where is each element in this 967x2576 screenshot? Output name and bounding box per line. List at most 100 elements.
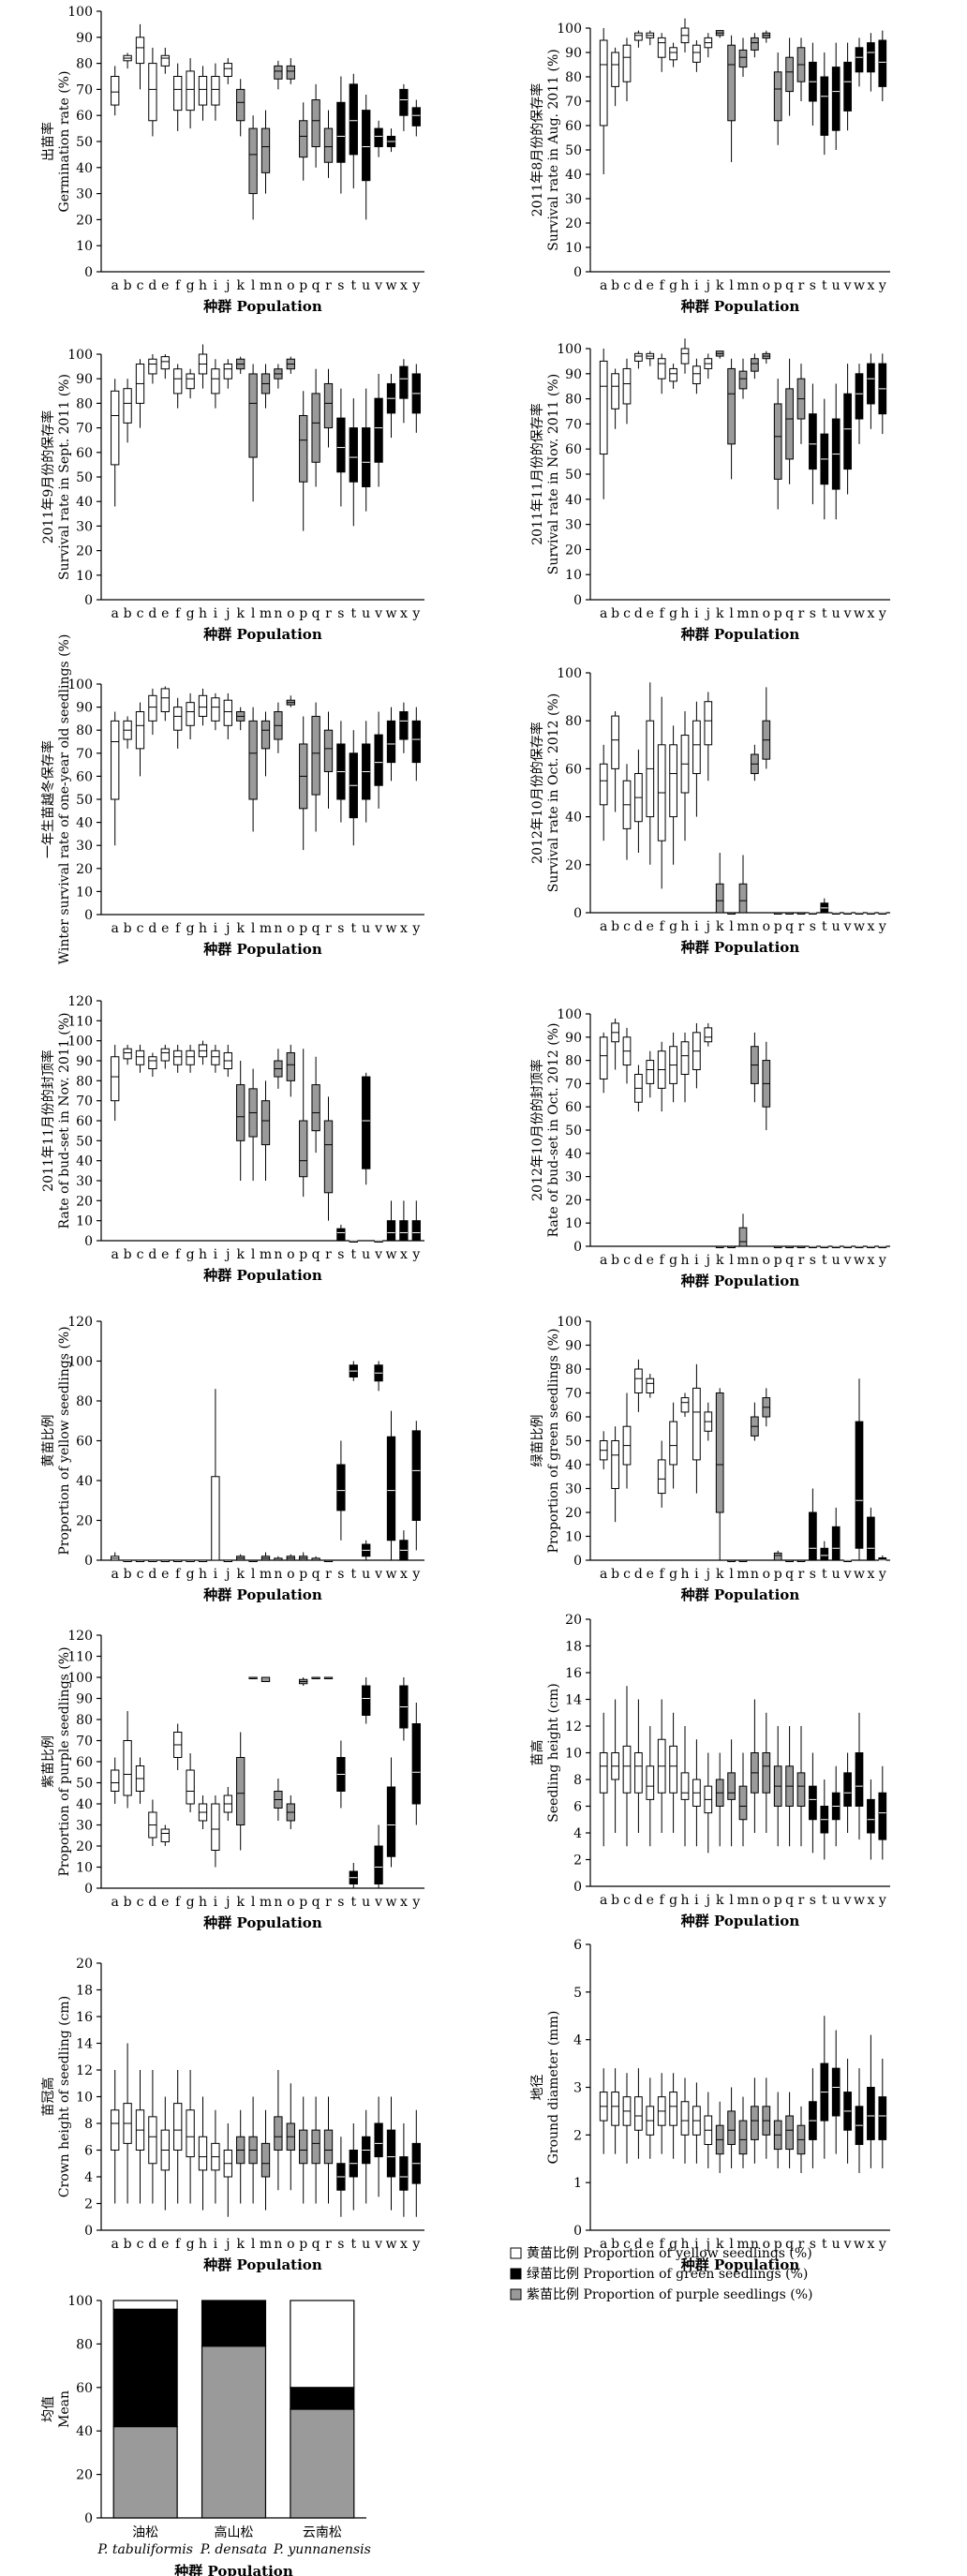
x-tick-label: s xyxy=(337,1567,344,1582)
box-d xyxy=(634,749,643,853)
box-x xyxy=(867,1507,875,1561)
x-tick-label: e xyxy=(647,1253,654,1268)
x-tick-label: l xyxy=(251,278,256,293)
x-tick-label: k xyxy=(236,1247,245,1262)
box-iqr xyxy=(669,47,677,61)
y-axis-label-cn: 地径 xyxy=(530,2075,545,2101)
y-tick-label: 80 xyxy=(565,1362,582,1377)
box-d xyxy=(148,1799,157,1846)
y-tick-label: 0 xyxy=(84,908,93,923)
x-tick-label: r xyxy=(325,1895,332,1910)
box-r xyxy=(796,37,806,101)
x-tick-label: q xyxy=(312,2237,320,2252)
x-tick-label: e xyxy=(647,606,654,621)
box-y xyxy=(878,353,887,435)
x-tick-label: k xyxy=(716,1893,724,1908)
x-tick-label: u xyxy=(832,606,841,621)
x-tick-label: o xyxy=(763,606,770,621)
box-q xyxy=(311,702,320,832)
x-tick-label: o xyxy=(287,278,294,293)
x-tick-label: k xyxy=(716,2237,724,2252)
chart-panel-3: 0 10 20 30 40 50 60 70 80 90 100 2011年9月份的保存率Surviv… xyxy=(40,344,424,643)
y-tick-label: 100 xyxy=(67,678,93,692)
y-tick-label: 20 xyxy=(565,858,582,873)
x-tick-label: i xyxy=(694,2237,699,2252)
box-b xyxy=(123,1559,132,1562)
box-iqr xyxy=(362,110,371,182)
x-tick-label: y xyxy=(878,2237,886,2252)
x-tick-label: y xyxy=(878,1253,886,1268)
bar-segment xyxy=(112,2308,178,2428)
box-y xyxy=(878,30,887,101)
x-tick-label: e xyxy=(161,1895,169,1910)
y-axis-label: 2011年11月份的封顶率Rate of bud-set in Nov. 201… xyxy=(40,1013,72,1229)
x-tick-label: m xyxy=(736,1253,749,1268)
y-axis-label: 2012年10月份的封顶率Rate of bud-set in Oct. 201… xyxy=(529,1023,561,1238)
x-tick-label: c xyxy=(623,278,631,293)
y-axis-label-en: Mean xyxy=(57,2390,72,2428)
bar-segment xyxy=(290,2387,355,2410)
y-tick-label: 5 xyxy=(573,1986,582,2001)
box-n xyxy=(751,33,759,58)
x-tick-label: x xyxy=(867,1567,874,1582)
x-tick-label: l xyxy=(251,1247,256,1262)
x-tick-label: f xyxy=(175,2237,182,2252)
x-tick-label: r xyxy=(798,278,805,293)
y-tick-label: 30 xyxy=(565,1170,582,1185)
y-tick-label: 50 xyxy=(565,1435,582,1450)
x-axis-label: 种群 Population xyxy=(680,298,800,315)
y-axis-label-cn: 2011年9月份的保存率 xyxy=(40,410,56,544)
x-tick-label: u xyxy=(832,919,841,934)
box-g xyxy=(669,1712,677,1833)
x-tick-label: m xyxy=(260,1567,272,1582)
y-tick-label: 40 xyxy=(76,495,93,510)
box-y xyxy=(878,1765,887,1860)
x-tick-label: h xyxy=(199,1567,207,1582)
box-i xyxy=(211,63,220,121)
box-iqr xyxy=(831,2067,841,2117)
box-t xyxy=(820,52,829,156)
box-iqr xyxy=(738,49,748,68)
x-tick-label: i xyxy=(214,921,218,936)
x-tick-label: b xyxy=(124,2237,132,2252)
box-t xyxy=(820,2016,829,2159)
box-iqr xyxy=(111,1769,120,1792)
x-tick-label: m xyxy=(260,606,272,621)
x-tick-label: y xyxy=(878,1893,886,1908)
x-tick-label: d xyxy=(148,278,156,293)
box-y xyxy=(411,1200,421,1242)
box-t xyxy=(349,1863,358,1888)
y-tick-label: 60 xyxy=(565,442,582,457)
x-tick-label: x xyxy=(400,606,408,621)
x-tick-label: f xyxy=(660,919,666,934)
box-iqr xyxy=(173,1050,183,1065)
chart-panel-8: 01020304050607080901002012年10月份的封顶率Rate … xyxy=(529,1007,890,1289)
box-m xyxy=(260,1552,271,1561)
box-iqr xyxy=(223,63,232,77)
box-iqr xyxy=(260,1676,271,1682)
y-tick-label: 0 xyxy=(573,2224,582,2239)
box-s xyxy=(809,383,817,505)
x-tick-label: t xyxy=(822,1893,827,1908)
box-s xyxy=(809,42,817,126)
x-tick-label: f xyxy=(660,1567,666,1582)
y-tick-label: 20 xyxy=(565,543,582,558)
y-tick-label: 14 xyxy=(76,2037,93,2052)
box-h xyxy=(680,1726,690,1847)
box-iqr xyxy=(260,127,271,173)
box-v xyxy=(374,120,383,157)
box-t xyxy=(349,2123,358,2211)
y-tick-label: 100 xyxy=(67,5,93,20)
x-tick-label: v xyxy=(374,1247,382,1262)
box-o xyxy=(286,1554,295,1561)
x-tick-label: t xyxy=(350,2237,356,2252)
box-t xyxy=(820,898,829,914)
box-iqr xyxy=(599,39,608,127)
x-tick-label: p xyxy=(299,2237,307,2252)
x-tick-label-cn: 油松 xyxy=(132,2525,158,2540)
x-tick-label: e xyxy=(647,2237,654,2252)
y-tick-label: 20 xyxy=(76,1957,93,1972)
box-k xyxy=(715,1245,724,1248)
chart-panel-13: 0 2 4 6 8 10 12 14 16 18 20 苗冠高Crown height of seed… xyxy=(40,1957,424,2273)
x-tick-label: l xyxy=(729,1567,734,1582)
